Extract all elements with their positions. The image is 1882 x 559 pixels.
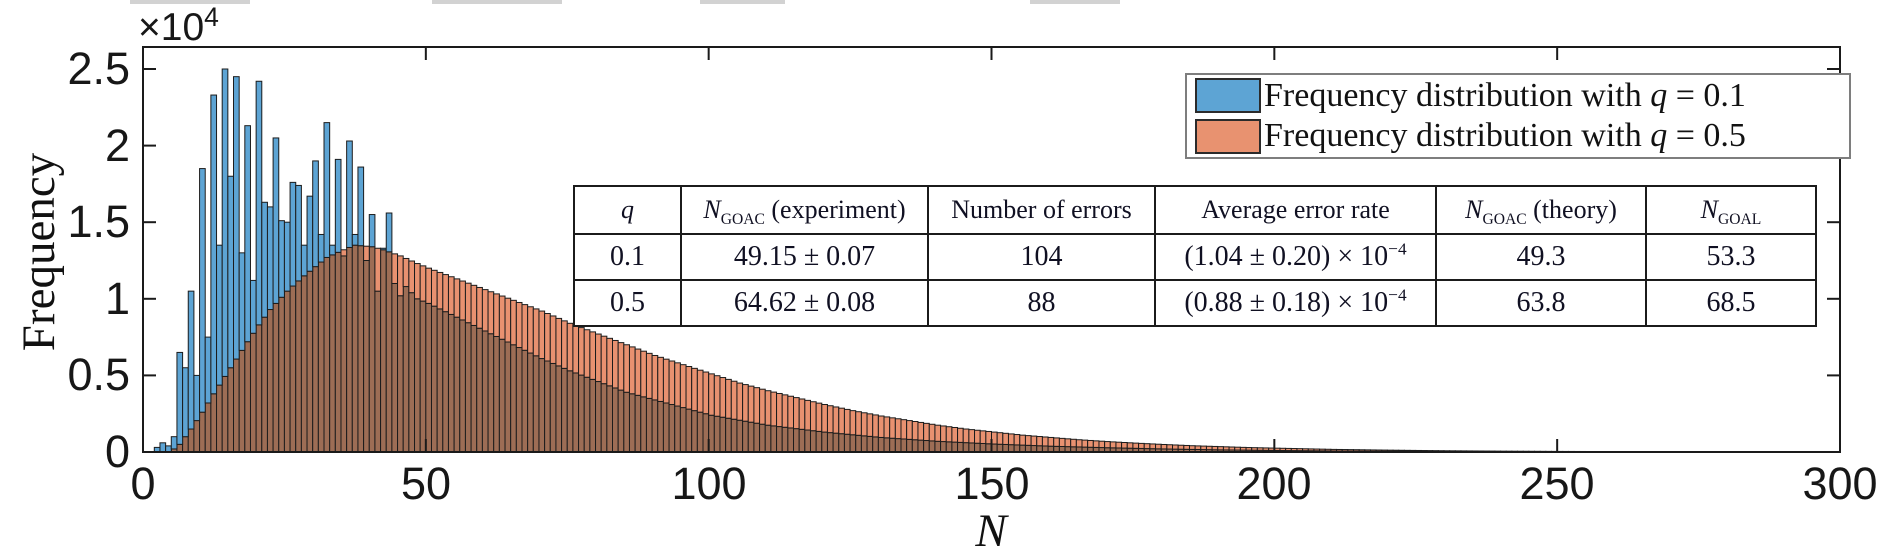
col-header-n-theory: NGOAC (theory) (1435, 185, 1647, 235)
bars-q01 (153, 68, 393, 453)
legend-swatch-blue (1195, 78, 1261, 114)
col-header-number-of-errors: Number of errors (927, 185, 1156, 235)
legend-label-q01: Frequency distribution with q = 0.1 (1264, 76, 1746, 114)
y-tick-label-25: 2.5 (67, 43, 130, 94)
cell-error-rate: (0.88 ± 0.18) × 10−4 (1154, 279, 1437, 327)
legend-item-q05: Frequency distribution with q = 0.5 (1187, 116, 1849, 156)
x-tick-label-300: 300 (1802, 458, 1878, 509)
y-tick-label-2: 2 (104, 120, 130, 171)
cell-n-experiment: 49.15 ± 0.07 (680, 233, 929, 281)
table-header-row: q NGOAC (experiment) Number of errors Av… (573, 185, 1817, 235)
y-axis-title: Frequency (13, 152, 65, 352)
x-axis-title: N (975, 505, 1007, 557)
y-tick-label-05: 0.5 (67, 349, 130, 400)
table-row-q01: 0.1 49.15 ± 0.07 104 (1.04 ± 0.20) × 10−… (573, 233, 1817, 281)
y-tick-label-15: 1.5 (67, 196, 130, 247)
col-header-q: q (573, 185, 682, 235)
y-tick-label-0: 0 (104, 426, 130, 477)
cell-q: 0.1 (573, 233, 682, 281)
x-tick-label-200: 200 (1236, 458, 1312, 509)
results-table: q NGOAC (experiment) Number of errors Av… (573, 185, 1817, 327)
y-axis-multiplier-exponent: 4 (204, 2, 219, 32)
axes-frame (142, 46, 1841, 453)
x-tick-label-50: 50 (400, 458, 452, 509)
col-header-average-error-rate: Average error rate (1154, 185, 1437, 235)
cell-n-goal: 68.5 (1645, 279, 1817, 327)
cell-n-theory: 49.3 (1435, 233, 1647, 281)
table-row-q05: 0.5 64.62 ± 0.08 88 (0.88 ± 0.18) × 10−4… (573, 279, 1817, 327)
legend-item-q01: Frequency distribution with q = 0.1 (1187, 76, 1849, 116)
y-axis-multiplier-base: ×10 (138, 6, 205, 49)
legend-box: Frequency distribution with q = 0.1 Freq… (1185, 73, 1851, 159)
x-tick-label-0: 0 (130, 458, 156, 509)
y-tick-label-1: 1 (104, 273, 130, 324)
cell-errors: 88 (927, 279, 1156, 327)
top-crop-artifact (1030, 0, 1120, 4)
col-header-n-goal: NGOAL (1645, 185, 1817, 235)
col-header-n-experiment: NGOAC (experiment) (680, 185, 929, 235)
top-crop-artifact (432, 0, 562, 4)
x-tick-label-150: 150 (954, 458, 1030, 509)
y-axis-multiplier: ×104 (138, 4, 219, 50)
cell-n-goal: 53.3 (1645, 233, 1817, 281)
cell-error-rate: (1.04 ± 0.20) × 10−4 (1154, 233, 1437, 281)
cell-errors: 104 (927, 233, 1156, 281)
x-tick-label-100: 100 (671, 458, 747, 509)
cell-q: 0.5 (573, 279, 682, 327)
legend-label-q05: Frequency distribution with q = 0.5 (1264, 117, 1746, 155)
top-crop-artifact (130, 0, 250, 4)
legend-swatch-orange (1195, 118, 1261, 154)
cell-n-theory: 63.8 (1435, 279, 1647, 327)
cell-n-experiment: 64.62 ± 0.08 (680, 279, 929, 327)
x-tick-label-250: 250 (1519, 458, 1595, 509)
top-crop-artifact (700, 0, 785, 4)
bars-q05 (340, 245, 1603, 453)
